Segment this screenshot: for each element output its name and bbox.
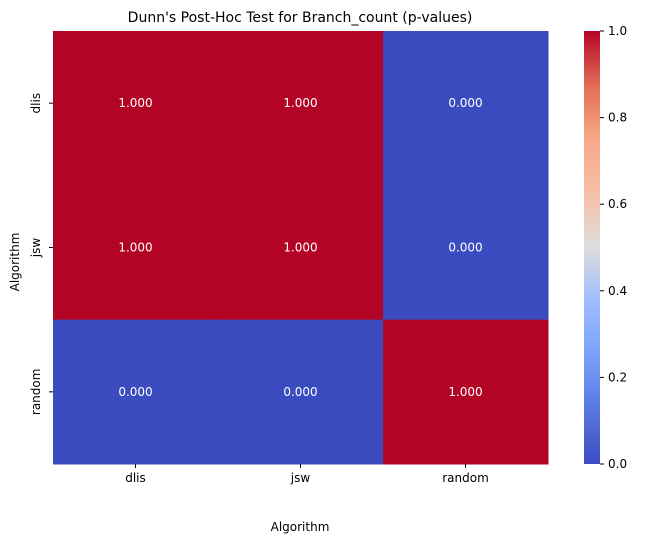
colorbar-tick-label: 0.6: [608, 197, 627, 211]
heatmap-cell: [218, 175, 384, 321]
y-axis-ticks: dlis jsw random: [29, 93, 53, 415]
colorbar: [584, 31, 600, 464]
heatmap-cell: [218, 319, 384, 465]
x-axis-label: Algorithm: [271, 520, 330, 534]
heatmap-cell-label: 0.000: [283, 385, 317, 399]
heatmap-cell-label: 0.000: [448, 96, 482, 110]
y-tick-label: dlis: [29, 93, 43, 114]
heatmap-cell: [53, 319, 219, 465]
heatmap-cell: [383, 319, 549, 465]
y-tick-label: jsw: [29, 238, 43, 259]
colorbar-tick-label: 0.4: [608, 284, 627, 298]
y-axis-label: Algorithm: [8, 233, 22, 292]
heatmap-cell: [383, 31, 549, 176]
x-tick-label: random: [442, 471, 489, 485]
x-tick-label: jsw: [290, 471, 311, 485]
heatmap-cell-label: 0.000: [448, 241, 482, 255]
heatmap-cell-label: 1.000: [283, 96, 317, 110]
colorbar-tick-label: 0.0: [608, 457, 627, 471]
colorbar-tick-label: 0.2: [608, 370, 627, 384]
heatmap-cell-label: 1.000: [118, 241, 152, 255]
colorbar-ticks: 0.0 0.2 0.4 0.6 0.8 1.0: [600, 24, 627, 471]
x-axis-ticks: dlis jsw random: [125, 464, 489, 485]
colorbar-tick-label: 0.8: [608, 111, 627, 125]
heatmap-cell: [383, 175, 549, 321]
chart-title: Dunn's Post-Hoc Test for Branch_count (p…: [128, 10, 473, 26]
heatmap-cell-label: 0.000: [118, 385, 152, 399]
heatmap-cell-labels: 1.000 1.000 0.000 1.000 1.000 0.000 0.000 0.000…: [118, 96, 482, 399]
heatmap-cell-label: 1.000: [448, 385, 482, 399]
heatmap-cells: [53, 31, 549, 465]
colorbar-tick-label: 1.0: [608, 24, 627, 38]
heatmap-cell: [53, 31, 219, 176]
heatmap-cell-label: 1.000: [283, 241, 317, 255]
heatmap-cell: [53, 175, 219, 321]
heatmap-cell: [218, 31, 384, 176]
heatmap-cell-label: 1.000: [118, 96, 152, 110]
x-tick-label: dlis: [125, 471, 146, 485]
y-tick-label: random: [29, 369, 43, 416]
